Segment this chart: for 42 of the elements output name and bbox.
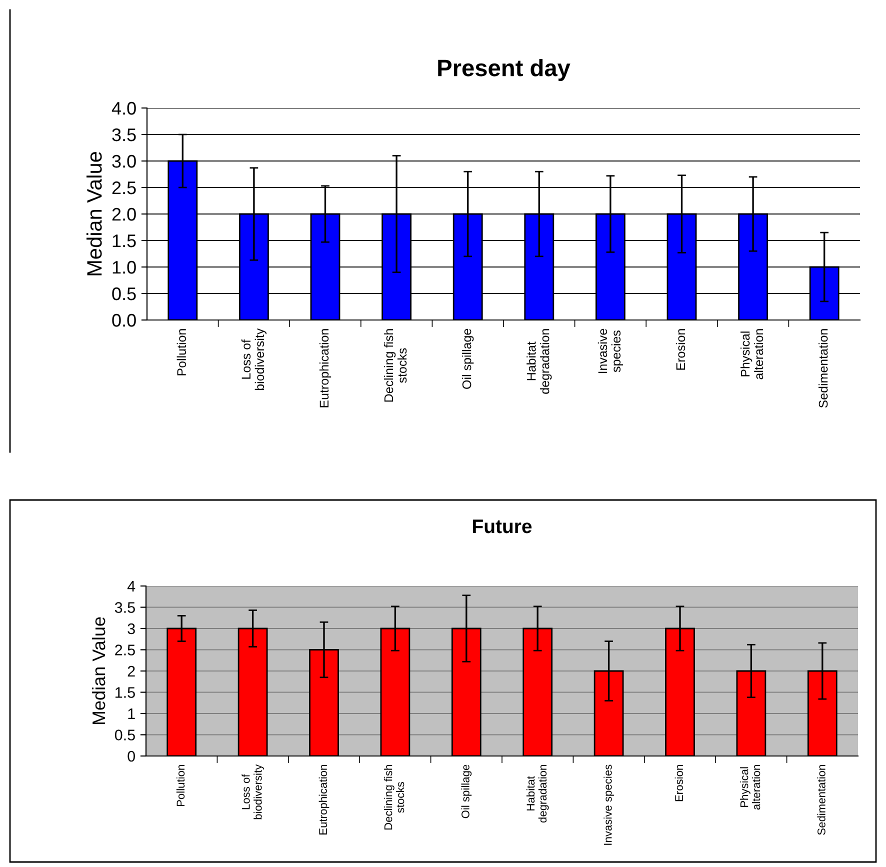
x-tick-label: Invasive species bbox=[604, 764, 614, 845]
x-tick-label: Physical alteration bbox=[740, 329, 764, 380]
x-tick-label: Declining fish stocks bbox=[384, 329, 407, 402]
x-tick-label: Eutrophication bbox=[318, 765, 330, 834]
y-tick-label: 3 bbox=[128, 623, 135, 634]
y-tick-label: 0 bbox=[128, 750, 135, 762]
y-tick-label: 2.5 bbox=[115, 644, 135, 656]
y-tick-label: 1.5 bbox=[116, 687, 135, 698]
x-tick-label: Loss of biodiversity bbox=[242, 764, 264, 820]
y-tick-label: 3.5 bbox=[114, 602, 135, 613]
y-tick-label: 3.5 bbox=[112, 128, 136, 142]
y-axis-title: Median Value bbox=[86, 152, 102, 276]
x-tick-label: Pollution bbox=[176, 765, 185, 806]
x-tick-label: Declining fish stocks bbox=[384, 765, 404, 830]
y-tick-label: 2.0 bbox=[112, 208, 136, 221]
x-tick-label: Physical alteration bbox=[740, 765, 760, 810]
x-tick-label: Erosion bbox=[676, 329, 686, 370]
x-tick-label: Habitat degradation bbox=[526, 765, 549, 823]
x-tick-label: Sedimentation bbox=[818, 329, 828, 408]
y-tick-label: 1 bbox=[128, 708, 135, 720]
y-tick-label: 1.0 bbox=[112, 260, 136, 274]
chart-title: Future bbox=[473, 520, 532, 534]
x-tick-label: Pollution bbox=[176, 329, 186, 376]
x-tick-label: Oil spillage bbox=[462, 328, 474, 389]
y-axis-title: Median Value bbox=[92, 617, 106, 724]
y-tick-label: 0.5 bbox=[114, 730, 135, 740]
x-tick-label: Habitat degradation bbox=[526, 329, 552, 394]
x-tick-label: Invasive species bbox=[598, 328, 624, 374]
y-tick-label: 2 bbox=[128, 666, 135, 677]
y-tick-label: 2.5 bbox=[112, 181, 136, 194]
x-tick-label: Erosion bbox=[674, 765, 683, 802]
y-tick-label: 4 bbox=[127, 581, 136, 592]
y-tick-label: 0.0 bbox=[112, 314, 136, 327]
y-tick-label: 0.5 bbox=[112, 287, 136, 300]
x-tick-label: Loss of biodiversity bbox=[241, 328, 267, 390]
y-tick-label: 3.0 bbox=[112, 154, 136, 168]
x-tick-label: Sedimentation bbox=[817, 765, 826, 835]
x-tick-label: Oil spillage bbox=[461, 764, 472, 818]
x-tick-label: Eutrophication bbox=[319, 329, 332, 408]
y-tick-label: 1.5 bbox=[112, 234, 136, 248]
y-tick-label: 4.0 bbox=[112, 102, 136, 115]
chart-title: Present day bbox=[438, 58, 570, 82]
